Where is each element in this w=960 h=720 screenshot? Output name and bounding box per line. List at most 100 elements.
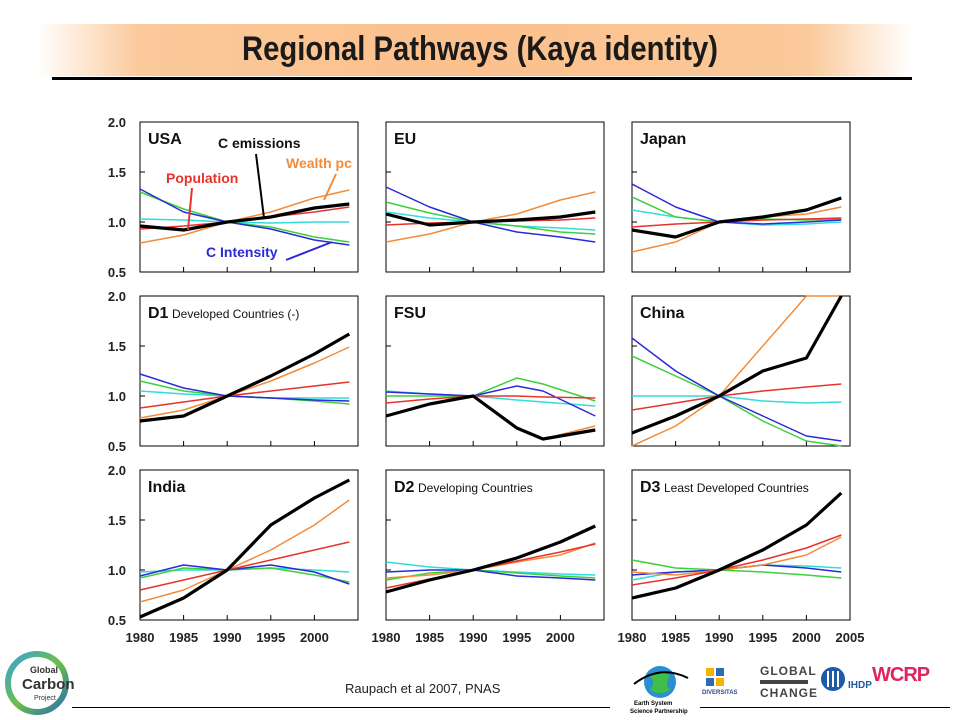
panel-label-japan: Japan (640, 131, 686, 148)
panel-label-china: China (640, 305, 685, 322)
xtick-label: 2000 (792, 630, 821, 645)
title-band (36, 24, 912, 76)
series-line-carbon-intensity (385, 186, 596, 243)
panel-label-fsu: FSU (394, 305, 426, 322)
series-line-carbon-intensity (385, 385, 596, 417)
ytick-label: 1.0 (108, 215, 126, 230)
panel-frame-eu (385, 121, 605, 273)
series-line-emissions (631, 295, 843, 435)
series-line-population (139, 541, 350, 591)
panel-label-india: India (148, 479, 185, 496)
ytick-label: 1.5 (108, 339, 126, 354)
series-line-carbon-intensity (385, 569, 596, 581)
ytick-label: 0.5 (108, 439, 126, 454)
xtick-label: 1980 (372, 630, 401, 645)
xtick-label: 2000 (546, 630, 575, 645)
title-rule (52, 77, 912, 80)
ytick-label: 2.0 (108, 289, 126, 304)
gcp-logo-text-1: Global (30, 665, 59, 675)
panel-frame-japan (631, 121, 851, 273)
ytick-label: 2.0 (108, 463, 126, 478)
series-line-wealth (139, 189, 350, 244)
annotation-population: Population (166, 170, 238, 186)
igbp-logo-bar (760, 680, 808, 684)
xtick-label: 1985 (169, 630, 198, 645)
series-line-carbon-intensity (631, 337, 842, 442)
panel-label-eu: EU (394, 131, 416, 148)
wcrp-logo-text: WCRP (872, 664, 930, 686)
footer-rule-right (700, 707, 950, 708)
essp-logo-text-2: Science Partnership (630, 709, 688, 715)
diversitas-logo-text: DIVERSITAS (702, 690, 738, 696)
series-line-emissions (385, 524, 596, 594)
series-line-carbon-intensity (139, 373, 350, 402)
annotation-pointer-wealth-pc (323, 173, 337, 201)
panel-subtitle-d2: Developing Countries (418, 481, 533, 495)
panel-frame-fsu (385, 295, 605, 447)
diversitas-logo (706, 668, 724, 686)
footer-rule (72, 707, 610, 708)
series-line-energy-intensity (385, 201, 596, 235)
xtick-label: 1985 (661, 630, 690, 645)
annotation-pointer-c-emissions (255, 153, 265, 219)
series-line-population (631, 534, 842, 586)
series-line-emissions (139, 332, 351, 423)
series-line-carbon-intensity (139, 564, 350, 585)
series-line-carbon-per-energy (139, 218, 350, 224)
xtick-label: 1990 (705, 630, 734, 645)
series-line-wealth (139, 346, 350, 419)
ytick-label: 1.5 (108, 165, 126, 180)
xtick-label: 2005 (836, 630, 865, 645)
series-line-wealth (631, 295, 842, 447)
series-line-emissions (631, 196, 842, 239)
series-line-energy-intensity (631, 559, 842, 579)
essp-logo (633, 666, 689, 698)
series-line-emissions (139, 202, 350, 232)
series-line-population (139, 381, 350, 409)
page-title: Regional Pathways (Kaya identity) (241, 30, 719, 68)
panel-label-d2: D2 (394, 479, 415, 496)
series-line-wealth (139, 499, 350, 603)
panel-subtitle-d1: Developed Countries (-) (172, 307, 299, 321)
ytick-label: 0.5 (108, 613, 126, 628)
gcp-logo-text-2: Carbon (22, 676, 75, 693)
panel-label-usa: USA (148, 131, 182, 148)
xtick-label: 1990 (213, 630, 242, 645)
annotation-c-emissions: C emissions (218, 135, 301, 151)
igbp-logo-text-1: GLOBAL (760, 664, 817, 678)
essp-logo-text-1: Earth System (634, 701, 673, 707)
xtick-label: 1995 (748, 630, 777, 645)
series-line-wealth (385, 191, 596, 243)
xtick-label: 2000 (300, 630, 329, 645)
ytick-label: 1.5 (108, 513, 126, 528)
ytick-label: 0.5 (108, 265, 126, 280)
ihdp-logo-text: IHDP (848, 680, 872, 691)
ytick-label: 2.0 (108, 115, 126, 130)
xtick-label: 1985 (415, 630, 444, 645)
panel-frame-d2 (385, 469, 605, 621)
ihdp-logo (821, 667, 845, 691)
xtick-label: 1980 (618, 630, 647, 645)
gcp-logo (5, 651, 69, 715)
xtick-label: 1980 (126, 630, 155, 645)
citation: Raupach et al 2007, PNAS (345, 681, 501, 696)
series-line-population (385, 395, 596, 404)
series-line-carbon-intensity (139, 188, 350, 246)
gcp-logo-text-3: Project (34, 695, 56, 702)
xtick-label: 1995 (256, 630, 285, 645)
annotation-pointer-c-intensity (285, 241, 333, 261)
series-line-emissions (631, 491, 843, 600)
annotation-wealth-pc: Wealth pc (286, 155, 352, 171)
series-line-emissions (385, 210, 596, 227)
series-line-emissions (385, 394, 596, 441)
series-line-energy-intensity (631, 355, 842, 447)
xtick-label: 1995 (502, 630, 531, 645)
igbp-logo-text-2: CHANGE (760, 686, 819, 700)
annotation-pointer-population (187, 187, 193, 231)
series-line-energy-intensity (139, 567, 350, 583)
xtick-label: 1990 (459, 630, 488, 645)
panel-label-d1: D1 (148, 305, 169, 322)
series-line-carbon-per-energy (632, 395, 842, 404)
annotation-c-intensity: C Intensity (206, 244, 278, 260)
